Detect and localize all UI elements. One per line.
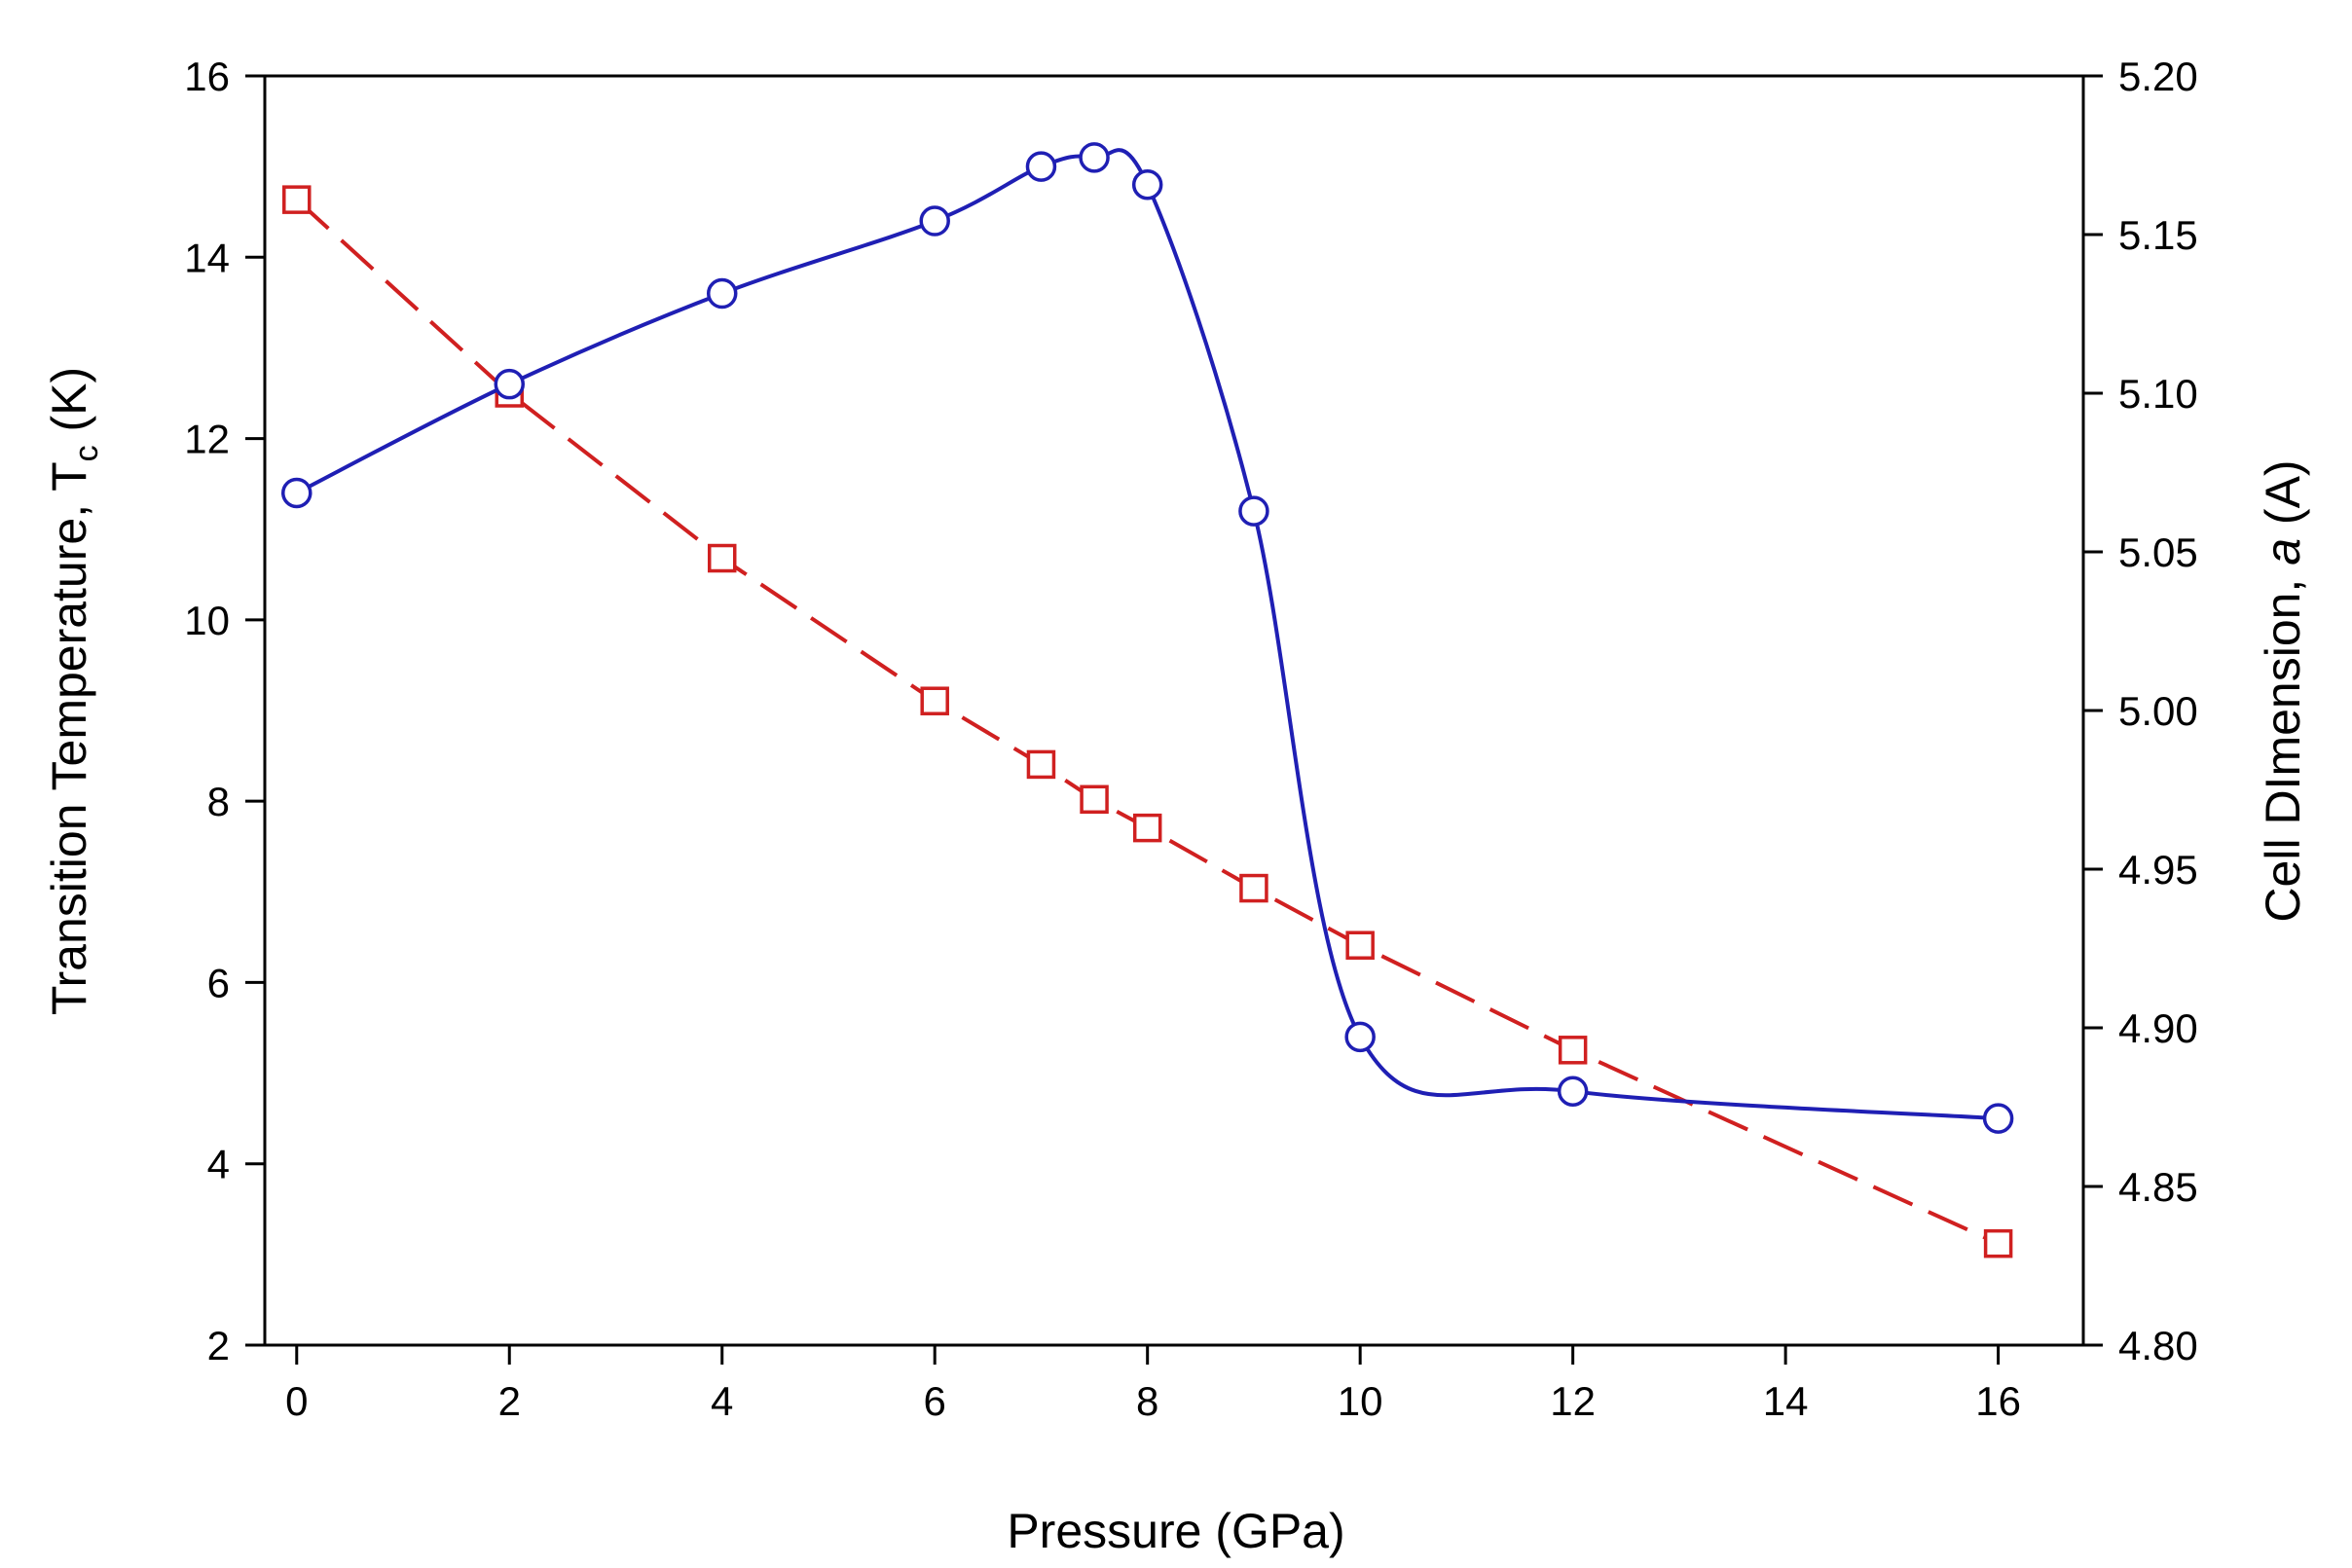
y-right-tick-label: 4.95 [2118, 847, 2198, 893]
data-point-tc [1025, 151, 1057, 182]
data-point-cell-dimension [1080, 784, 1109, 815]
y-left-tick-label: 16 [184, 54, 230, 99]
x-tick-label: 10 [1338, 1378, 1383, 1424]
y-right-tick-label: 4.90 [2118, 1005, 2198, 1051]
x-tick-label: 2 [498, 1378, 521, 1424]
plot-area-border [263, 74, 2085, 1347]
data-point-tc [1344, 1021, 1376, 1053]
y-axis-right-title: Cell DImension, a (A) [2256, 459, 2310, 922]
y-axis-right-title-unit: (A) [2256, 459, 2310, 538]
data-point-cell-dimension [920, 686, 949, 715]
data-point-tc [1238, 495, 1269, 527]
y-axis-right-title-italic: a [2256, 538, 2310, 565]
y-axis-left-title-main: Transition Temperature, T [42, 461, 96, 1015]
data-point-cell-dimension [1026, 749, 1056, 780]
data-point-cell-dimension [1558, 1036, 1588, 1065]
ticks-layer: 0 2 4 6 8 10 12 14 16 2 4 6 8 10 12 14 16 4.80 4.85 4.90 4.9… [184, 54, 2197, 1424]
series-layer [281, 142, 2014, 1258]
data-point-tc [1982, 1103, 2014, 1134]
series-line-cell-dimension [295, 198, 2000, 1246]
x-tick-label: 0 [285, 1378, 308, 1424]
data-point-tc [706, 277, 738, 310]
y-right-tick-label: 5.20 [2118, 54, 2198, 99]
data-point-tc [919, 205, 950, 237]
data-point-cell-dimension [707, 543, 737, 573]
data-point-cell-dimension [1345, 930, 1375, 960]
x-tick-label: 16 [1975, 1378, 2021, 1424]
y-right-tick-label: 5.00 [2118, 688, 2198, 734]
data-point-cell-dimension [1239, 873, 1268, 903]
y-right-tick-label: 5.15 [2118, 212, 2198, 258]
series-line-tc [295, 148, 1999, 1121]
y-left-tick-label: 8 [207, 779, 230, 824]
y-left-tick-label: 12 [184, 417, 230, 462]
data-point-tc [1079, 142, 1110, 173]
data-point-cell-dimension [1132, 813, 1162, 843]
x-tick-label: 8 [1136, 1378, 1158, 1424]
data-point-tc [281, 477, 312, 509]
y-left-tick-label: 4 [207, 1142, 230, 1187]
y-left-tick-label: 10 [184, 598, 230, 643]
x-tick-label: 14 [1763, 1378, 1809, 1424]
plot-frame [263, 74, 2085, 1347]
x-tick-label: 12 [1550, 1378, 1596, 1424]
y-left-tick-label: 6 [207, 960, 230, 1005]
y-axis-left-title-unit: (K) [42, 367, 96, 446]
y-axis-left-title-subscript: c [68, 445, 105, 461]
data-point-tc [1557, 1076, 1589, 1107]
y-left-tick-label: 2 [207, 1323, 230, 1368]
y-right-tick-label: 4.85 [2118, 1164, 2198, 1210]
data-point-tc [1131, 169, 1163, 201]
y-axis-right-title-main: Cell DImension, [2256, 565, 2310, 923]
y-right-tick-label: 4.80 [2118, 1323, 2198, 1368]
x-axis-title: Pressure (GPa) [1007, 1504, 1344, 1558]
x-tick-label: 4 [711, 1378, 733, 1424]
data-point-cell-dimension [282, 185, 312, 214]
y-right-tick-label: 5.05 [2118, 529, 2198, 575]
x-tick-label: 6 [924, 1378, 946, 1424]
data-point-cell-dimension [1983, 1228, 2013, 1258]
y-right-tick-label: 5.10 [2118, 371, 2198, 417]
y-left-tick-label: 14 [184, 235, 230, 280]
y-axis-left-title: Transition Temperature, Tc (K) [42, 367, 105, 1015]
data-point-tc [494, 368, 526, 400]
